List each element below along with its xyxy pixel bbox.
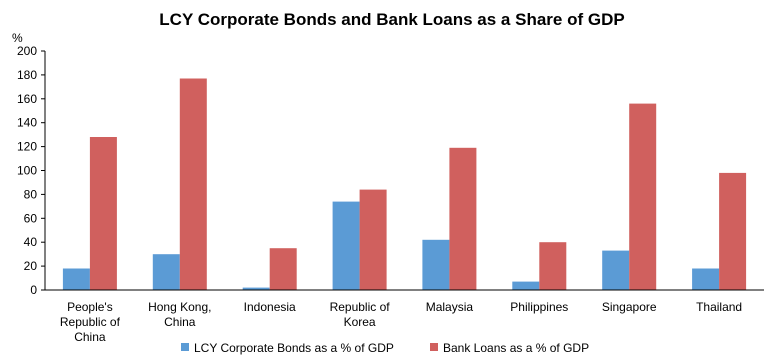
y-tick-label: 180: [17, 68, 37, 82]
bar-bonds: [332, 201, 360, 290]
bars: [62, 78, 747, 290]
y-tick-label: 140: [17, 116, 37, 130]
y-tick-label: 80: [24, 187, 38, 201]
legend: LCY Corporate Bonds as a % of GDP Bank Lo…: [181, 341, 589, 355]
legend-label: LCY Corporate Bonds as a % of GDP: [194, 341, 394, 355]
legend-label: Bank Loans as a % of GDP: [443, 341, 589, 355]
bar-loans: [629, 103, 657, 290]
bar-loans: [89, 137, 117, 290]
bar-loans: [719, 172, 747, 290]
y-tick-label: 0: [30, 283, 37, 297]
x-category-label: Republic of: [330, 300, 391, 314]
bar-loans: [359, 189, 387, 290]
y-axis-ticks: 0 20 40 60 80 100 120 140 160 180 200: [17, 44, 45, 297]
legend-swatch: [181, 343, 189, 351]
y-tick-label: 100: [17, 164, 37, 178]
x-category-label: Republic of: [60, 315, 121, 329]
x-category-label: Thailand: [696, 300, 742, 314]
bar-bonds: [512, 281, 540, 290]
x-category-label: China: [164, 315, 196, 329]
bar-bonds: [152, 254, 180, 290]
legend-swatch: [430, 343, 438, 351]
x-category-label: Singapore: [602, 300, 657, 314]
x-category-label: China: [74, 330, 106, 344]
bar-loans: [269, 248, 297, 290]
x-category-label: People's: [67, 300, 113, 314]
bar-bonds: [62, 268, 90, 290]
bar-loans: [449, 147, 477, 290]
x-category-label: Philippines: [510, 300, 568, 314]
chart-title: LCY Corporate Bonds and Bank Loans as a …: [159, 10, 624, 29]
y-tick-label: 160: [17, 92, 37, 106]
y-tick-label: 40: [24, 235, 38, 249]
bar-bonds: [242, 287, 270, 290]
y-tick-label: 20: [24, 259, 38, 273]
bar-bonds: [602, 250, 630, 290]
bar-loans: [539, 242, 567, 290]
bar-loans: [179, 78, 207, 290]
x-category-label: Indonesia: [244, 300, 296, 314]
y-tick-label: 60: [24, 211, 38, 225]
y-tick-label: 200: [17, 44, 37, 58]
y-tick-label: 120: [17, 140, 37, 154]
bar-bonds: [692, 268, 720, 290]
x-category-label: Korea: [344, 315, 376, 329]
x-category-label: Malaysia: [426, 300, 474, 314]
x-category-label: Hong Kong,: [148, 300, 211, 314]
y-axis-unit-label: %: [12, 31, 23, 45]
bar-bonds: [422, 239, 450, 290]
